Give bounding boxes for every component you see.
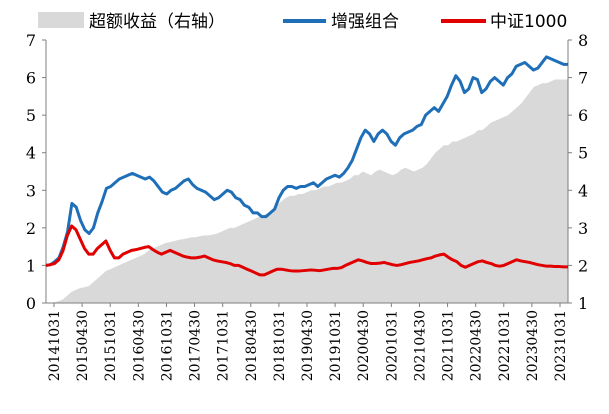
legend-item-excess: 超额收益（右轴） [38,12,225,32]
right-tick-label: 5 [578,144,588,163]
left-tick-label: 5 [26,106,36,125]
left-tick-label: 1 [26,256,36,275]
legend-label-enhanced: 增强组合 [331,12,399,32]
lines-layer [45,55,568,277]
right-tick-label: 7 [578,69,588,88]
left-tick-label: 3 [26,181,36,200]
legend-item-enhanced: 增强组合 [283,12,399,32]
left-tick-label: 6 [26,69,36,88]
legend-label-csi1000: 中证1000 [490,12,567,32]
right-tick-label: 8 [578,31,588,50]
x-tick-label: 20221031 [497,310,513,381]
right-tick-label: 3 [578,219,588,238]
x-tick-label: 20160430 [131,310,147,381]
x-tick-label: 20200430 [356,310,372,381]
x-tick-label: 20141031 [47,310,63,381]
left-tick-label: 4 [26,144,36,163]
x-tick-label: 20220430 [469,310,485,381]
x-tick-label: 20171031 [216,310,232,381]
x-tick-label: 20211031 [441,310,457,381]
x-tick-label: 20181031 [272,310,288,381]
x-tick-label: 20201031 [384,310,400,381]
series-area-excess [46,79,568,303]
legend-item-csi1000: 中证1000 [441,12,567,32]
tick-labels: 0 1 2 3 4 5 6 7 1 2 3 4 5 6 7 8 20141031 20150430 20151031… [26,31,588,381]
x-tick-label: 20170430 [188,310,204,381]
legend: 超额收益（右轴） 增强组合 中证1000 [38,12,567,32]
series-line-enhanced [45,55,568,267]
x-tick-label: 20230430 [525,310,541,381]
x-tick-label: 20150430 [75,310,91,381]
x-tick-label: 20191031 [328,310,344,381]
x-tick-label: 20231031 [553,310,569,381]
x-tick-label: 20190430 [300,310,316,381]
left-tick-label: 2 [26,219,36,238]
axes [42,39,572,307]
right-tick-label: 6 [578,106,588,125]
right-tick-label: 2 [578,256,588,275]
right-tick-label: 1 [578,294,588,313]
x-tick-label: 20210430 [412,310,428,381]
left-tick-label: 0 [26,294,36,313]
series-line-csi1000 [45,224,568,277]
legend-label-excess: 超额收益（右轴） [89,12,225,32]
legend-swatch-excess [38,12,84,28]
x-tick-label: 20151031 [103,310,119,381]
right-tick-label: 4 [578,181,588,200]
left-tick-label: 7 [26,31,36,50]
area-layer [46,79,568,303]
x-tick-label: 20180430 [244,310,260,381]
x-tick-label: 20161031 [159,310,175,381]
